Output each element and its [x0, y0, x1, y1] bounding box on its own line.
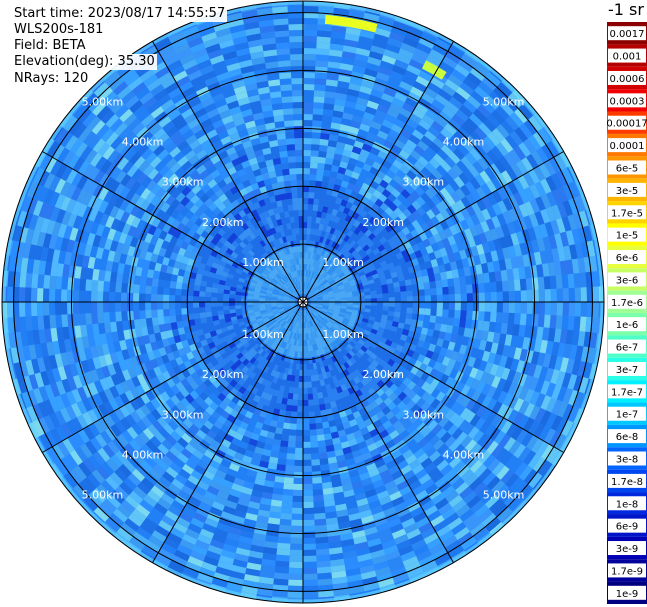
colorbar-label-bg: [608, 250, 646, 265]
field-label: Field: BETA: [12, 38, 88, 54]
hotspot-northeast: [421, 60, 447, 80]
azimuth-spoke: [42, 301, 304, 453]
ring-label: 4.00km: [443, 448, 485, 461]
colorbar-label: 1.7e-8: [611, 477, 643, 488]
center-marker-ray: [302, 301, 308, 307]
colorbar-label: 3e-5: [616, 186, 639, 197]
colorbar-label: 1.7e-7: [611, 387, 643, 398]
colorbar-label: 3e-8: [616, 455, 639, 466]
colorbar-label: 1e-7: [616, 410, 639, 421]
center-marker-ray: [298, 297, 304, 303]
colorbar-title: -1 sr: [608, 0, 644, 19]
ring-label: 5.00km: [82, 489, 124, 502]
colorbar-label-bg: [608, 406, 646, 421]
colorbar-label: 0.0003: [610, 96, 645, 107]
colorbar-label: 6e-5: [616, 164, 639, 175]
colorbar-label-bg: [608, 451, 646, 466]
ring-label: 5.00km: [82, 95, 124, 108]
ring-label: 5.00km: [483, 95, 525, 108]
ring-label: 3.00km: [403, 408, 445, 421]
colorbar-label: 0.00017: [607, 119, 647, 130]
colorbar-label: 1e-6: [616, 320, 639, 331]
colorbar-label-bg: [608, 26, 646, 41]
colorbar-label-bg: [608, 518, 646, 533]
azimuth-spoke: [302, 151, 564, 303]
colorbar-label-bg: [608, 361, 646, 376]
ring-label: 1.00km: [322, 256, 364, 269]
colorbar-label: 1e-8: [616, 499, 639, 510]
ring-label: 3.00km: [403, 176, 445, 189]
colorbar-label: 1e-9: [616, 589, 639, 600]
colorbar-label: 0.001: [613, 52, 642, 63]
colorbar-label-bg: [608, 317, 646, 332]
start-time-label: Start time: 2023/08/17 14:55:57: [12, 6, 228, 22]
colorbar-label-bg: [608, 138, 646, 153]
nrays-label: NRays: 120: [12, 71, 91, 87]
colorbar-label-bg: [608, 541, 646, 556]
azimuth-spoke: [152, 301, 304, 563]
ring-label: 1.00km: [322, 328, 364, 341]
colorbar-label-bg: [608, 585, 646, 600]
hotspot-north: [324, 14, 378, 33]
colorbar-label-bg: [608, 384, 646, 399]
colorbar-label: 3e-6: [616, 275, 639, 286]
ring-label: 5.00km: [483, 489, 525, 502]
colorbar-label: 0.0001: [610, 141, 645, 152]
colorbar-label-bg: [608, 473, 646, 488]
colorbar-label: 3e-7: [616, 365, 639, 376]
center-marker-ray: [298, 301, 304, 307]
colorbar-label-bg: [608, 496, 646, 511]
colorbar-label: 1.7e-9: [611, 566, 643, 577]
colorbar-label-bg: [608, 429, 646, 444]
colorbar-label: 0.0006: [610, 74, 645, 85]
ring-label: 4.00km: [122, 448, 164, 461]
colorbar-label-bg: [608, 563, 646, 578]
instrument-label: WLS200s-181: [12, 22, 106, 38]
ring-label: 4.00km: [122, 136, 164, 149]
ring-label: 3.00km: [162, 176, 204, 189]
ring-label: 2.00km: [202, 368, 244, 381]
ring-label: 1.00km: [242, 256, 284, 269]
colorbar-label: 1.7e-6: [611, 298, 643, 309]
colorbar-label-bg: [608, 93, 646, 108]
azimuth-spoke: [42, 151, 304, 303]
colorbar-label-bg: [608, 339, 646, 354]
center-marker-ray: [302, 297, 308, 303]
ring-label: 2.00km: [202, 216, 244, 229]
colorbar-label: 6e-7: [616, 343, 639, 354]
colorbar-label: 6e-6: [616, 253, 639, 264]
elevation-label: Elevation(deg): 35.30: [12, 54, 157, 70]
ring-label: 2.00km: [362, 368, 404, 381]
colorbar-label: 6e-8: [616, 432, 639, 443]
colorbar-label-bg: [608, 294, 646, 309]
colorbar-label: 1e-5: [616, 231, 639, 242]
azimuth-spoke: [302, 301, 564, 453]
azimuth-spoke: [302, 301, 454, 563]
azimuth-spoke: [302, 41, 454, 303]
colorbar-label: 6e-9: [616, 522, 639, 533]
colorbar-label-bg: [608, 272, 646, 287]
ppi-plot: 1.00km 1.00km 1.00km 1.00km 2.00km 2.00km 2.00…: [1, 0, 605, 604]
colorbar-label-bg: [608, 48, 646, 63]
azimuth-spoke: [152, 41, 304, 303]
colorbar-label: 3e-9: [616, 544, 639, 555]
ring-label: 2.00km: [362, 216, 404, 229]
colorbar-label-bg: [608, 205, 646, 220]
colorbar: 0.0017 0.001 0.0006 0.0003 0.00017 0.0001 6e-5…: [607, 22, 647, 604]
colorbar-label: 1.7e-5: [611, 208, 643, 219]
colorbar-label: 0.0017: [610, 29, 645, 40]
ring-label: 3.00km: [162, 408, 204, 421]
colorbar-label-bg: [608, 115, 646, 130]
ring-label: 1.00km: [242, 328, 284, 341]
colorbar-label-bg: [608, 70, 646, 85]
ring-label: 4.00km: [443, 136, 485, 149]
colorbar-label-bg: [608, 227, 646, 242]
colorbar-label-bg: [608, 182, 646, 197]
colorbar-label-bg: [608, 160, 646, 175]
